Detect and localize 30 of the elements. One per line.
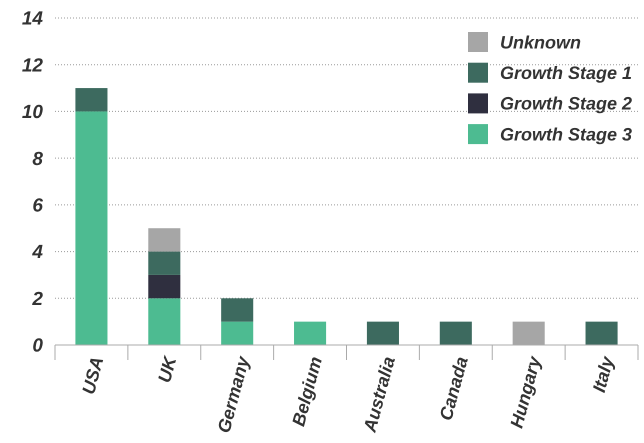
legend-label: Unknown <box>500 32 581 52</box>
y-tick-label: 6 <box>32 196 44 217</box>
x-tick-label: Canada <box>436 354 472 422</box>
bar <box>294 322 326 345</box>
legend-label: Growth Stage 1 <box>500 63 632 83</box>
y-tick-label: 8 <box>32 148 44 170</box>
bar <box>148 274 180 298</box>
y-tick-label: 10 <box>22 102 44 124</box>
y-tick-label: 4 <box>31 242 44 264</box>
y-tick-label: 0 <box>32 336 44 357</box>
bar <box>440 322 472 345</box>
y-tick-label: 14 <box>22 8 44 30</box>
legend-label: Growth Stage 3 <box>500 124 632 144</box>
bar <box>75 88 108 112</box>
x-tick-label: USA <box>78 354 108 396</box>
bar <box>586 322 618 345</box>
x-tick-label: Australia <box>359 354 399 436</box>
x-tick-label: UK <box>154 352 181 385</box>
legend-label: Growth Stage 2 <box>500 94 632 114</box>
y-tick-label: 12 <box>22 55 44 76</box>
bar <box>221 322 254 345</box>
bar <box>366 322 399 345</box>
bar <box>75 111 108 345</box>
y-tick-label: 2 <box>31 288 44 310</box>
bar <box>148 252 180 275</box>
x-tick-label: Italy <box>588 354 618 394</box>
x-tick-label: Belgium <box>288 354 326 428</box>
bar <box>148 298 180 345</box>
bar <box>148 228 180 252</box>
bar <box>221 298 254 322</box>
